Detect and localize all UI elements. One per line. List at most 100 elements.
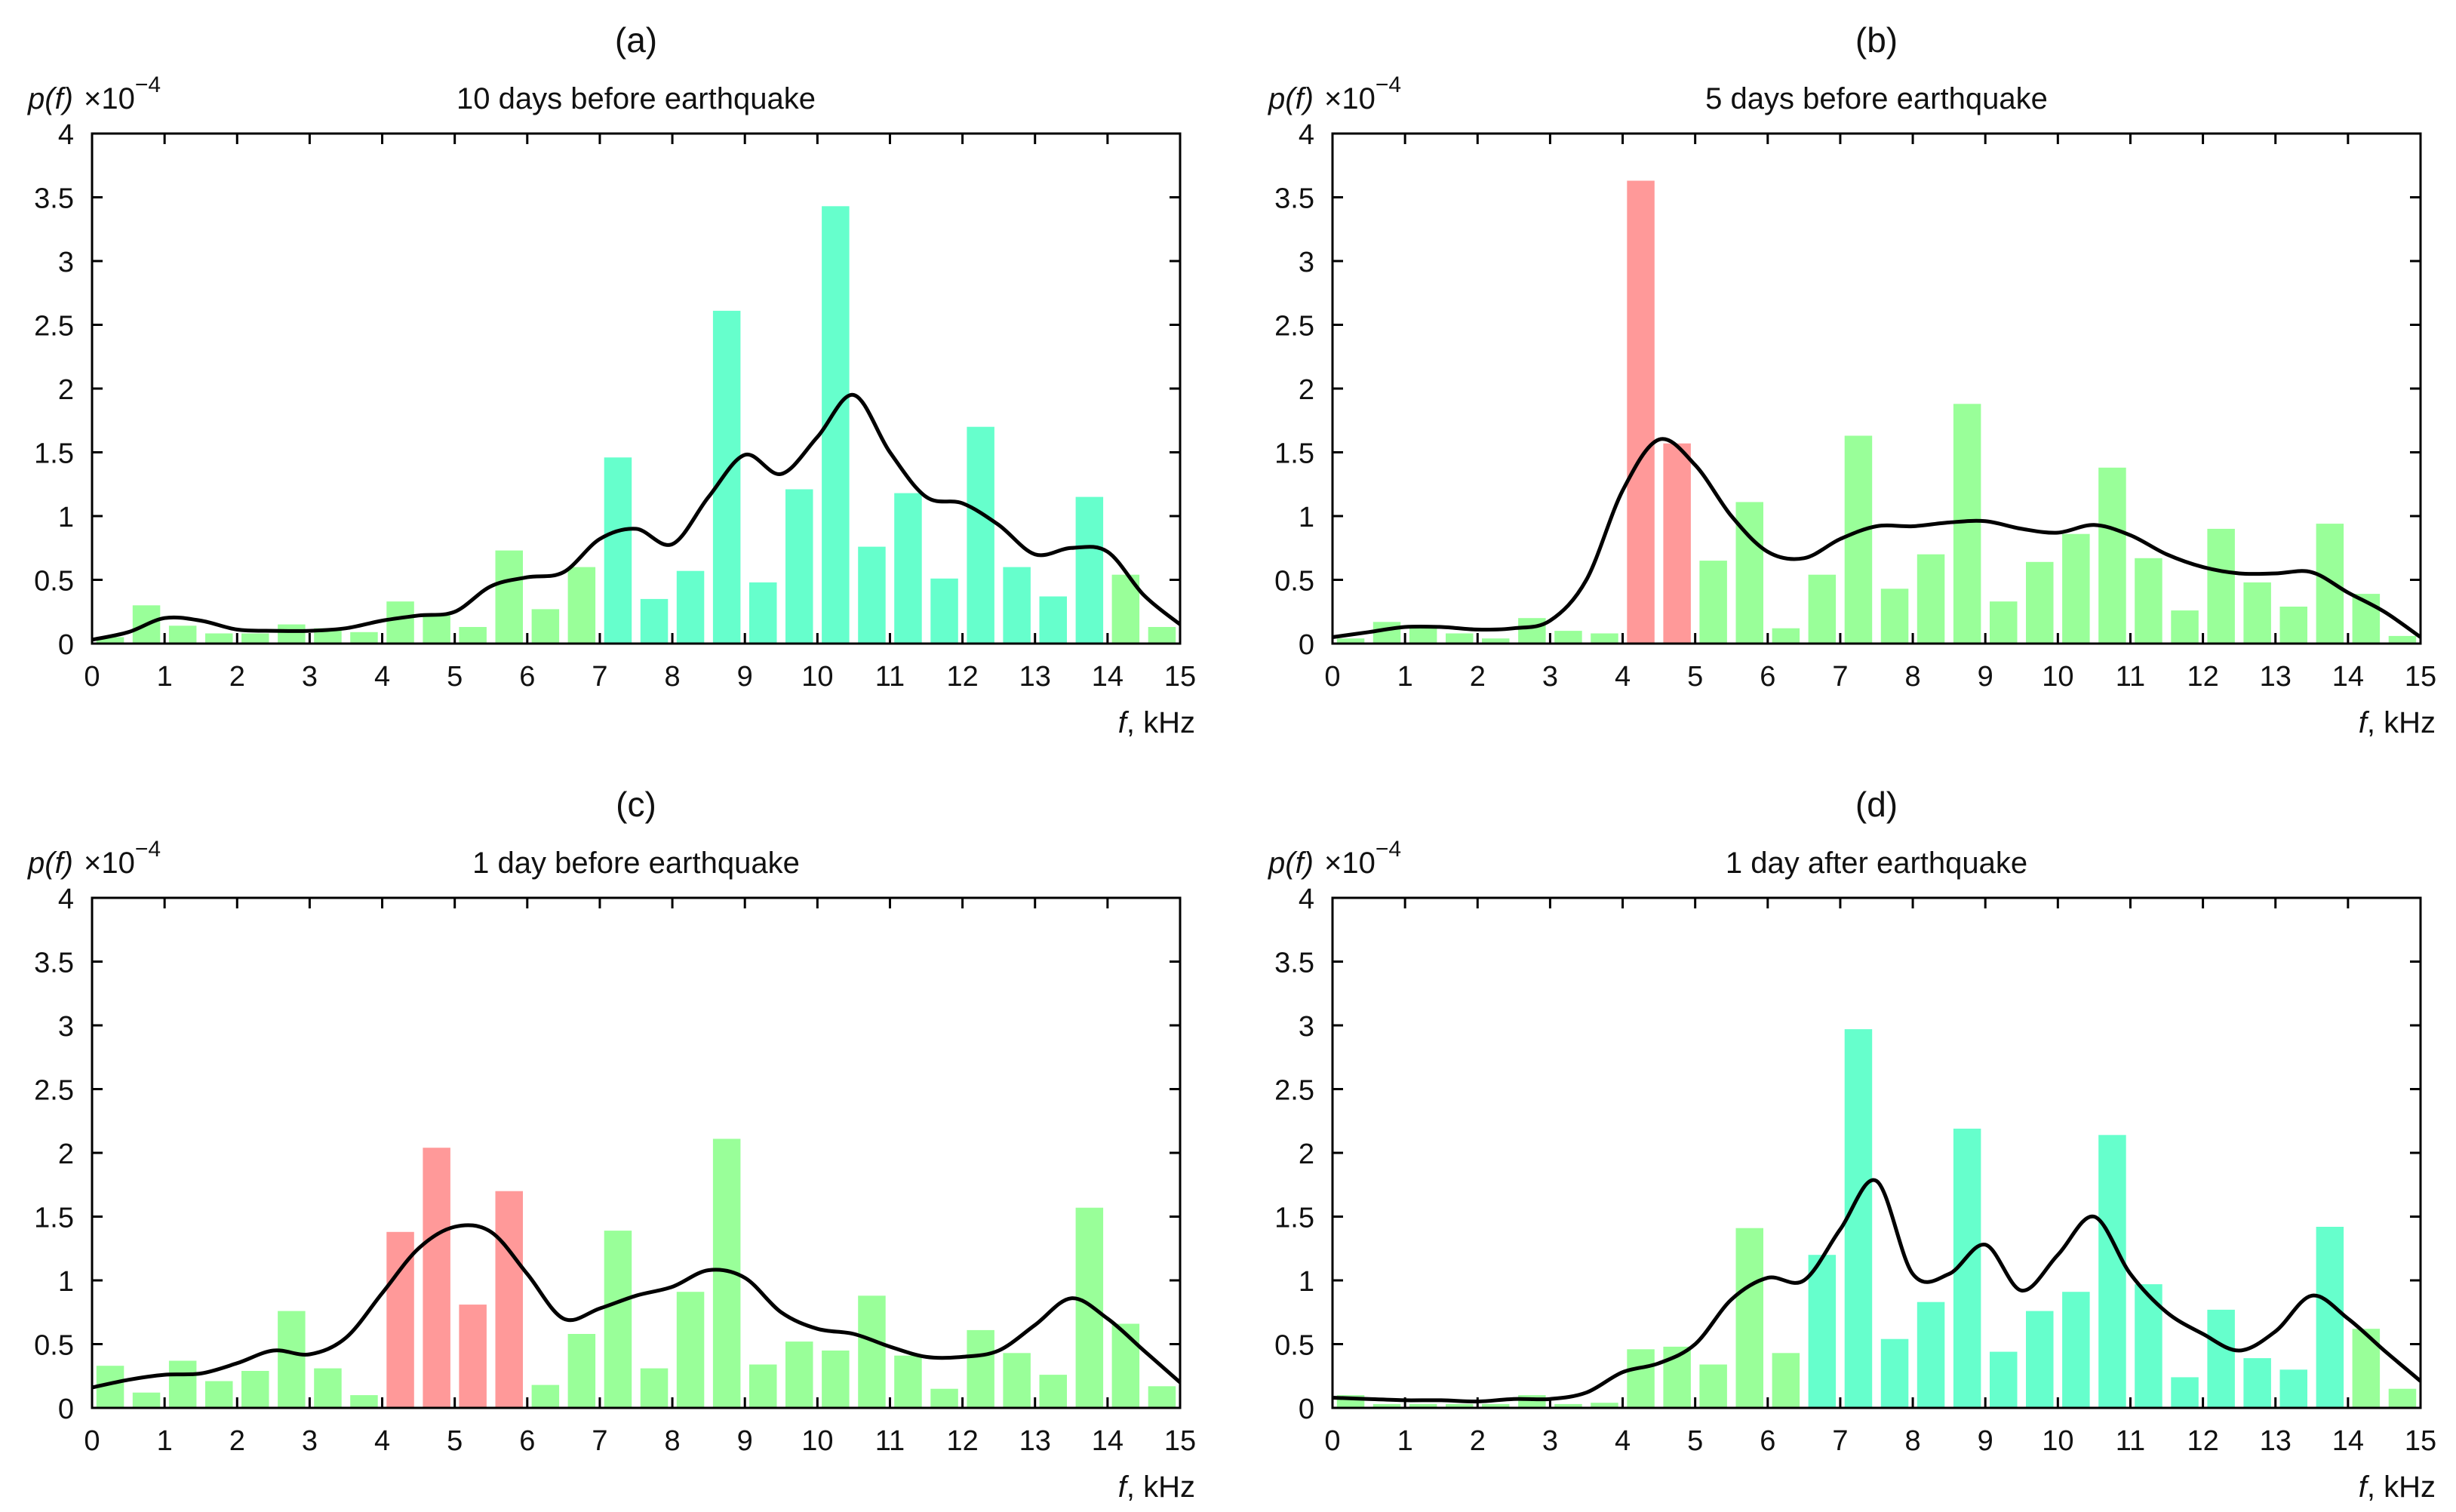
x-tick-label: 11 (875, 661, 905, 693)
bar (241, 1371, 269, 1408)
bar (1518, 618, 1546, 644)
bar (930, 1388, 958, 1408)
x-axis-label: f, kHz (2359, 706, 2436, 739)
bar (1075, 1207, 1104, 1408)
x-label-sep: , (1127, 1471, 1143, 1504)
x-label-unit: kHz (2384, 706, 2436, 739)
bar (531, 609, 560, 644)
x-tick-label: 15 (2405, 661, 2436, 693)
bar (1880, 1338, 1909, 1408)
bar (1039, 596, 1067, 644)
bar (2062, 533, 2090, 644)
bar (1953, 404, 1981, 644)
bar (640, 1368, 669, 1408)
bar (967, 426, 994, 644)
x-tick-label: 13 (2260, 1425, 2292, 1457)
x-tick-label: 10 (2042, 661, 2073, 693)
panel-title: 1 day before earthquake (472, 847, 800, 880)
bar (1372, 622, 1401, 644)
x-tick-label: 8 (1904, 1425, 1920, 1457)
bar (2135, 558, 2162, 644)
bar (1446, 633, 1474, 644)
plot-frame (1331, 896, 2422, 1409)
x-tick-label: 0 (84, 661, 100, 693)
bar (1148, 627, 1176, 644)
bar (567, 1334, 596, 1408)
y-label-exponent: −4 (1376, 72, 1401, 97)
bar (785, 489, 813, 644)
bar (1880, 589, 1909, 644)
x-tick-label: 5 (1687, 661, 1703, 693)
panel-d: 0 1 2 3 4 5 6 7 8 9 10 11 12 13 14 1500.511.522.533.54(… (1268, 785, 2436, 1504)
y-tick-label: 2 (1299, 1139, 1314, 1170)
x-tick-label: 12 (2187, 1425, 2218, 1457)
bar (822, 1351, 850, 1408)
x-tick-label: 0 (84, 1425, 100, 1457)
panel-label: (a) (615, 20, 657, 60)
y-tick-label: 2.5 (1274, 1075, 1314, 1107)
bar (1699, 1364, 1727, 1408)
y-label-scale: ×10 (1324, 82, 1376, 115)
bar (1591, 633, 1618, 644)
y-tick-label: 1.5 (1274, 1203, 1314, 1234)
bar (459, 1305, 487, 1408)
y-tick-label: 4 (58, 884, 74, 915)
x-tick-label: 15 (1164, 661, 1196, 693)
y-axis-label: p(f) ×10−4 (27, 72, 161, 115)
x-tick-label: 13 (1019, 661, 1051, 693)
bar (168, 625, 197, 644)
x-axis-label: f, kHz (1118, 706, 1195, 739)
bar (1844, 435, 1873, 644)
y-axis-label: p(f) ×10−4 (27, 837, 161, 880)
x-tick-label: 14 (2332, 661, 2364, 693)
y-tick-label: 0.5 (34, 1330, 74, 1362)
x-tick-label: 6 (519, 661, 535, 693)
bar (2207, 1309, 2235, 1408)
bar (1917, 1301, 1945, 1408)
bars (1336, 180, 2417, 644)
x-tick-label: 5 (447, 1425, 463, 1457)
bar (2243, 582, 2271, 644)
bar (96, 637, 124, 644)
plot-frame (1331, 132, 2422, 645)
bar (894, 493, 922, 644)
x-tick-label: 7 (1832, 1425, 1848, 1457)
x-tick-label: 6 (519, 1425, 535, 1457)
x-tick-label: 1 (1397, 1425, 1413, 1457)
bar (1772, 1353, 1800, 1408)
x-tick-label: 0 (1324, 661, 1340, 693)
bar (205, 633, 233, 644)
y-label-symbol: p(f) (27, 847, 73, 880)
y-label-scale: ×10 (84, 82, 135, 115)
bars (96, 1139, 1176, 1408)
x-tick-label: 9 (1978, 1425, 1993, 1457)
bar (858, 1295, 886, 1408)
bar (676, 570, 705, 644)
y-tick-label: 3.5 (34, 948, 74, 979)
y-label-exponent: −4 (135, 72, 161, 97)
bar (2026, 1311, 2054, 1408)
x-tick-label: 4 (374, 1425, 390, 1457)
x-tick-label: 1 (157, 661, 173, 693)
x-tick-label: 4 (374, 661, 390, 693)
x-tick-label: 6 (1760, 661, 1775, 693)
panel-label: (d) (1855, 785, 1898, 824)
bar (1808, 1255, 1837, 1408)
x-tick-label: 10 (801, 1425, 833, 1457)
x-tick-label: 3 (302, 661, 318, 693)
bar (1518, 1395, 1546, 1408)
x-label-unit: kHz (1143, 1471, 1195, 1504)
bar (386, 1231, 414, 1408)
y-axis-label: p(f) ×10−4 (1268, 837, 1401, 880)
bar (168, 1360, 197, 1408)
y-label-scale: ×10 (1324, 847, 1376, 880)
bar (604, 457, 632, 644)
bar (495, 550, 523, 644)
bar (1627, 1349, 1655, 1408)
bar (2207, 528, 2235, 644)
y-tick-label: 0 (58, 629, 74, 661)
bar (1482, 638, 1510, 644)
bar (1808, 574, 1837, 644)
bar (1627, 180, 1655, 644)
y-tick-label: 2.5 (34, 1075, 74, 1107)
